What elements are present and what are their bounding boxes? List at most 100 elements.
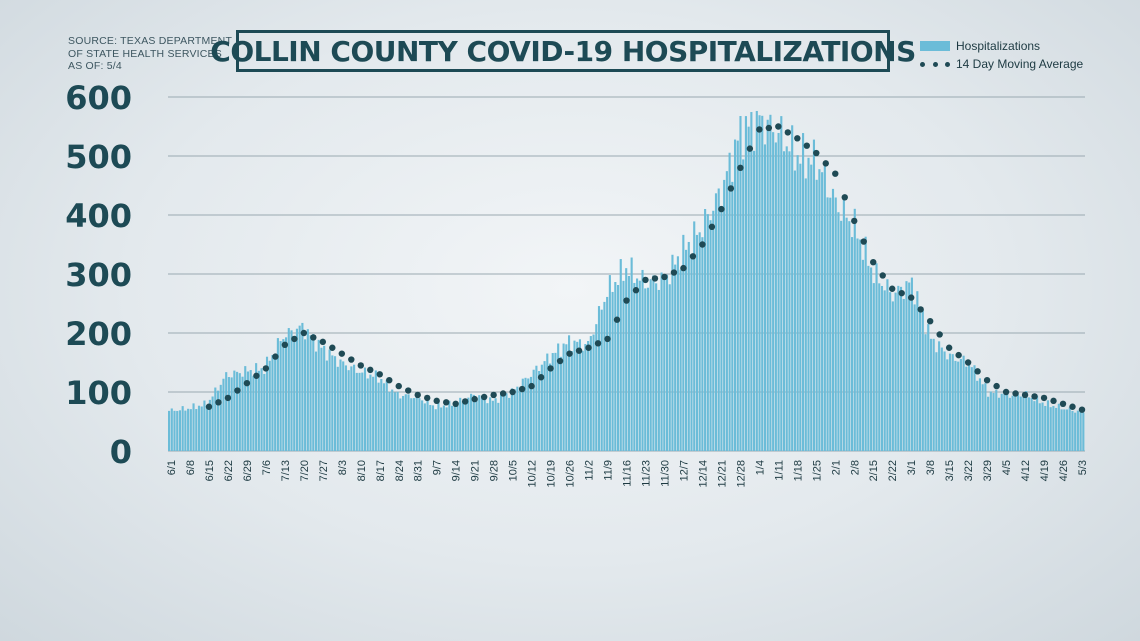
bar: [682, 234, 685, 451]
bar: [499, 393, 503, 451]
bar: [244, 366, 247, 451]
bar: [742, 159, 745, 451]
bar: [508, 397, 511, 451]
bar: [595, 324, 598, 451]
bar: [557, 343, 560, 451]
bar: [404, 394, 407, 451]
moving-average-point: [518, 385, 526, 393]
moving-average-point: [851, 217, 858, 225]
y-tick-label: 300: [65, 256, 132, 294]
bar: [472, 394, 475, 451]
legend-bar-swatch: [920, 41, 950, 51]
bar: [976, 380, 979, 451]
bar: [924, 334, 927, 451]
bar: [995, 389, 998, 451]
x-tick-label: 10/26: [565, 460, 577, 488]
bar: [573, 340, 576, 451]
bar: [374, 370, 377, 451]
bar: [772, 132, 775, 451]
bar: [600, 309, 603, 451]
moving-average-point: [556, 357, 564, 365]
bar: [802, 133, 805, 452]
bar: [521, 378, 524, 451]
bar: [519, 388, 522, 451]
bar: [208, 399, 211, 451]
bar: [695, 234, 699, 451]
bar: [363, 367, 367, 451]
bar: [712, 210, 715, 451]
x-tick-label: 9/14: [451, 460, 463, 481]
bar: [200, 406, 203, 451]
y-tick-label: 200: [65, 315, 132, 353]
x-tick-label: 6/8: [185, 460, 197, 475]
moving-average-point: [794, 135, 801, 142]
moving-average-point: [443, 399, 450, 406]
bar: [581, 350, 584, 451]
bar: [304, 339, 307, 451]
bar: [679, 269, 682, 451]
x-tick-label: 11/23: [640, 460, 652, 487]
x-tick-label: 12/14: [697, 460, 709, 488]
x-tick-label: 4/19: [1039, 460, 1051, 481]
bar: [1000, 393, 1003, 451]
bar: [192, 403, 195, 451]
x-tick-label: 4/12: [1020, 460, 1032, 481]
x-tick-label: 7/6: [261, 460, 273, 475]
moving-average-point: [879, 272, 886, 279]
moving-average-point: [537, 374, 545, 381]
bar: [932, 338, 935, 451]
bar: [698, 232, 701, 451]
bar: [385, 379, 388, 451]
bar: [908, 282, 911, 451]
x-tick-label: 9/28: [489, 460, 501, 481]
bar: [355, 372, 358, 451]
moving-average-point: [575, 347, 583, 354]
moving-average-point: [348, 356, 355, 363]
bar: [780, 116, 783, 451]
bar: [529, 376, 533, 451]
bar: [646, 287, 650, 451]
bar: [736, 140, 739, 452]
bar: [644, 288, 647, 451]
bar: [921, 310, 924, 451]
bar: [328, 349, 331, 451]
bar: [282, 339, 285, 451]
bar: [725, 171, 728, 451]
bar: [674, 264, 677, 451]
bar: [831, 188, 835, 451]
bar: [216, 390, 220, 451]
moving-average-point: [291, 335, 298, 343]
bar: [799, 163, 802, 451]
bar: [483, 397, 486, 451]
bar: [1041, 402, 1044, 451]
bar: [358, 372, 361, 451]
x-tick-label: 6/22: [223, 460, 235, 481]
bar: [989, 391, 992, 451]
moving-average-point: [480, 393, 488, 401]
bar: [685, 249, 688, 451]
bar: [1011, 395, 1014, 451]
bar: [323, 345, 326, 451]
bar: [478, 395, 481, 451]
bar: [611, 291, 614, 451]
moving-average-point: [405, 387, 412, 394]
chart-title: COLLIN COUNTY COVID-19 HOSPITALIZATIONS: [210, 30, 916, 72]
bar: [203, 400, 206, 451]
bar: [627, 276, 630, 451]
moving-average-point: [955, 351, 962, 359]
bar: [913, 304, 916, 451]
x-tick-label: 8/10: [356, 460, 368, 481]
bar: [475, 398, 478, 451]
x-tick-label: 10/12: [527, 460, 539, 488]
y-tick-label: 600: [65, 79, 132, 117]
bar: [227, 377, 230, 451]
bar: [1052, 406, 1055, 451]
bar: [978, 378, 981, 451]
bar: [1038, 403, 1041, 451]
bar: [603, 301, 606, 451]
x-tick-label: 2/15: [868, 460, 880, 481]
bar: [255, 363, 258, 451]
moving-average-point: [215, 399, 222, 406]
bar: [320, 347, 323, 451]
